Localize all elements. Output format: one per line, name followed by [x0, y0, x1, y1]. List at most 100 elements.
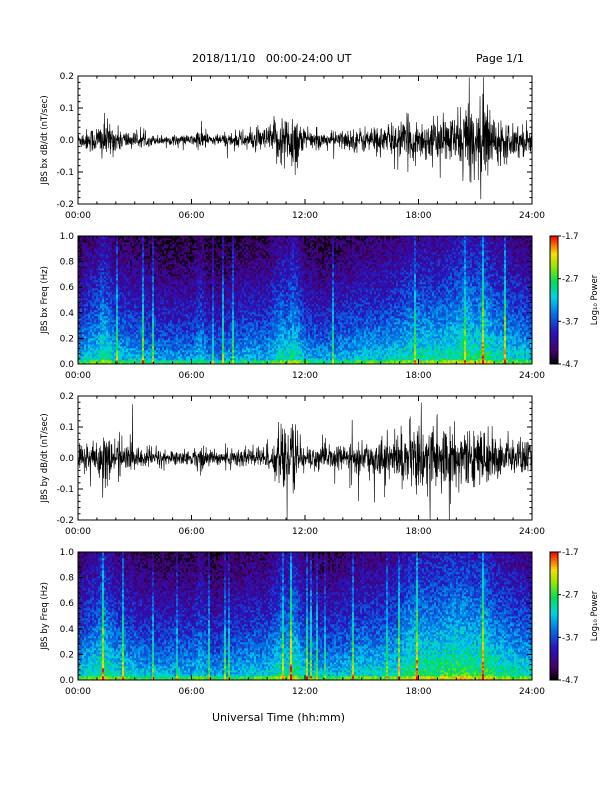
spectrogram-cell — [128, 356, 130, 358]
spectrogram-cell — [184, 312, 186, 314]
spectrogram-cell — [112, 298, 114, 300]
spectrogram-cell — [200, 324, 202, 326]
spectrogram-cell — [200, 286, 202, 288]
spectrogram-cell — [88, 338, 90, 340]
spectrogram-cell — [122, 336, 124, 338]
spectrogram-cell — [162, 270, 164, 272]
spectrogram-cell — [174, 302, 176, 304]
spectrogram-cell — [118, 254, 120, 256]
spectrogram-cell — [158, 314, 160, 316]
spectrogram-cell — [194, 336, 196, 338]
spectrogram-cell — [120, 340, 122, 342]
spectrogram-cell — [160, 328, 162, 330]
spectrogram-cell — [138, 318, 140, 320]
spectrogram-cell — [174, 326, 176, 328]
spectrogram-cell — [176, 274, 178, 276]
spectrogram-cell — [180, 278, 182, 280]
spectrogram-cell — [208, 292, 210, 294]
spectrogram-cell — [116, 282, 118, 284]
spectrogram-cell — [144, 310, 146, 312]
spectrogram-cell — [166, 288, 168, 290]
spectrogram-cell — [166, 328, 168, 330]
spectrogram-cell — [168, 254, 170, 256]
spectrogram-cell — [122, 242, 124, 244]
spectrogram-cell — [108, 344, 110, 346]
spectrogram-cell — [154, 252, 156, 254]
spectrogram-cell — [140, 320, 142, 322]
spectrogram-cell — [130, 312, 132, 314]
spectrogram-cell — [148, 258, 150, 260]
spectrogram-cell — [206, 302, 208, 304]
spectrogram-cell — [100, 284, 102, 286]
spectrogram-cell — [96, 346, 98, 348]
spectrogram-cell — [116, 358, 118, 360]
spectrogram-cell — [132, 270, 134, 272]
spectrogram-cell — [134, 250, 136, 252]
spectrogram-cell — [148, 284, 150, 286]
spectrogram-cell — [208, 308, 210, 310]
spectrogram-cell — [108, 306, 110, 308]
spectrogram-cell — [106, 340, 108, 342]
spectrogram-cell — [138, 282, 140, 284]
spectrogram-cell — [176, 354, 178, 356]
spectrogram-cell — [112, 316, 114, 318]
spectrogram-cell — [128, 262, 130, 264]
spectrogram-cell — [168, 350, 170, 352]
spectrogram-cell — [168, 304, 170, 306]
spectrogram-cell — [168, 340, 170, 342]
spectrogram-cell — [100, 266, 102, 268]
spectrogram-cell — [104, 282, 106, 284]
spectrogram-cell — [202, 360, 204, 362]
spectrogram-cell — [204, 338, 206, 340]
spectrogram-cell — [154, 288, 156, 290]
spectrogram-cell — [130, 340, 132, 342]
spectrogram-cell — [194, 248, 196, 250]
spectrogram-cell — [86, 332, 88, 334]
spectrogram-cell — [198, 318, 200, 320]
spectrogram-cell — [174, 332, 176, 334]
spectrogram-cell — [100, 240, 102, 242]
spectrogram-cell — [192, 354, 194, 356]
spectrogram-cell — [98, 296, 100, 298]
spectrogram-cell — [206, 246, 208, 248]
spectrogram-cell — [110, 298, 112, 300]
spectrogram-cell — [88, 290, 90, 292]
spectrogram-cell — [106, 280, 108, 282]
spectrogram-cell — [188, 274, 190, 276]
spectrogram-cell — [102, 282, 104, 284]
spectrogram-cell — [198, 240, 200, 242]
spectrogram-cell — [94, 244, 96, 246]
spectrogram-cell — [124, 240, 126, 242]
spectrogram-cell — [102, 260, 104, 262]
spectrogram-cell — [184, 350, 186, 352]
spectrogram-cell — [204, 344, 206, 346]
spectrogram-cell — [120, 266, 122, 268]
spectrogram-cell — [194, 296, 196, 298]
spectrogram-cell — [182, 346, 184, 348]
spectrogram-cell — [132, 262, 134, 264]
spectrogram-cell — [204, 264, 206, 266]
spectrogram-cell — [176, 326, 178, 328]
spectrogram-cell — [140, 298, 142, 300]
spectrogram-cell — [80, 354, 82, 356]
spectrogram-cell — [88, 314, 90, 316]
spectrogram-cell — [88, 264, 90, 266]
spectrogram-cell — [86, 312, 88, 314]
spectrogram-cell — [138, 252, 140, 254]
spectrogram-cell — [160, 254, 162, 256]
spectrogram-cell — [166, 302, 168, 304]
spectrogram-cell — [152, 304, 154, 306]
spectrogram-cell — [200, 330, 202, 332]
spectrogram-cell — [154, 304, 156, 306]
spectrogram-cell — [202, 310, 204, 312]
spectrogram-cell — [200, 290, 202, 292]
spectrogram-cell — [176, 330, 178, 332]
spectrogram-cell — [148, 344, 150, 346]
spectrogram-cell — [162, 272, 164, 274]
spectrogram-cell — [104, 326, 106, 328]
spectrogram-cell — [196, 286, 198, 288]
spectrogram-cell — [140, 332, 142, 334]
spectrogram-cell — [154, 254, 156, 256]
spectrogram-cell — [192, 326, 194, 328]
spectrogram-cell — [122, 284, 124, 286]
